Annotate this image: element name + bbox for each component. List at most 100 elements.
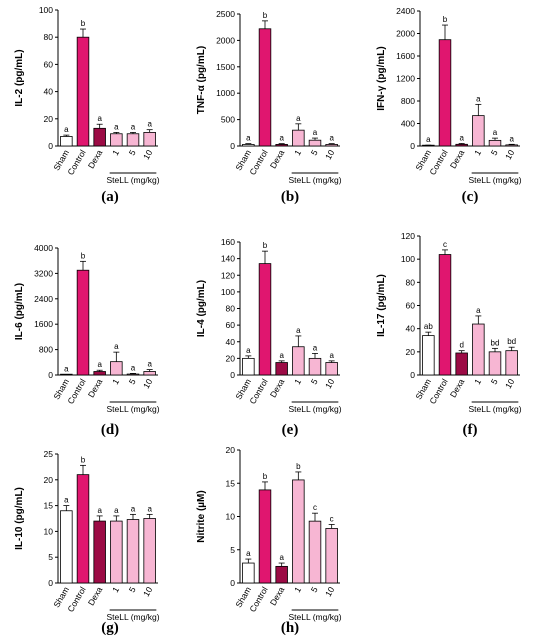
significance-letter: d xyxy=(459,341,463,350)
category-label: 10 xyxy=(323,377,337,390)
bar-2 xyxy=(258,263,272,376)
panel-label: (a) xyxy=(101,189,119,205)
group-label: SteLL (mg/kg) xyxy=(106,404,159,414)
significance-letter: a xyxy=(509,134,514,143)
significance-letter: a xyxy=(64,125,69,134)
significance-letter: c xyxy=(330,514,334,523)
y-tick-label: 1600 xyxy=(34,319,53,329)
category-label: 10 xyxy=(503,148,517,161)
significance-letter: bd xyxy=(491,338,500,347)
y-tick-label: 20 xyxy=(44,475,54,485)
y-tick-label: 2000 xyxy=(396,29,415,39)
bar-3 xyxy=(275,144,288,147)
category-label: Dexa xyxy=(268,148,287,170)
bar-6 xyxy=(325,144,338,147)
significance-letter: a xyxy=(97,114,102,123)
category-label: Dexa xyxy=(86,148,105,170)
y-tick-label: 4000 xyxy=(34,243,53,253)
significance-letter: c xyxy=(443,240,447,249)
bar-5 xyxy=(488,351,502,376)
y-tick-label: 120 xyxy=(221,270,235,280)
significance-letter: a xyxy=(296,326,301,335)
significance-letter: a xyxy=(114,122,119,131)
y-tick-label: 15 xyxy=(226,478,236,488)
y-tick-label: 80 xyxy=(406,277,416,287)
bar-2 xyxy=(438,254,452,376)
category-label: 5 xyxy=(127,148,138,157)
y-tick-label: 3200 xyxy=(34,268,53,278)
category-label: 1 xyxy=(292,377,303,386)
y-axis-label: IL-4 (pg/mL) xyxy=(196,280,207,337)
bar-1 xyxy=(242,562,255,584)
significance-letter: a xyxy=(476,306,481,315)
bar-5 xyxy=(308,520,322,584)
significance-letter: a xyxy=(279,134,284,143)
y-tick-label: 120 xyxy=(401,231,415,241)
significance-letter: a xyxy=(279,553,284,562)
group-label: SteLL (mg/kg) xyxy=(468,175,521,185)
panel-label: (b) xyxy=(281,189,299,205)
category-label: 1 xyxy=(110,377,121,386)
bar-4 xyxy=(472,115,485,147)
significance-letter: a xyxy=(329,134,334,143)
significance-letter: b xyxy=(81,19,86,28)
significance-letter: a xyxy=(279,351,284,360)
category-label: 5 xyxy=(309,148,320,157)
bar-2 xyxy=(76,36,90,147)
bar-3 xyxy=(93,371,106,376)
y-tick-label: 1600 xyxy=(396,51,415,61)
significance-letter: b xyxy=(81,455,86,464)
category-label: 5 xyxy=(489,148,500,157)
significance-letter: a xyxy=(329,351,334,360)
panel-label: (e) xyxy=(282,422,299,438)
y-tick-label: 0 xyxy=(410,141,415,151)
significance-letter: a xyxy=(97,506,102,515)
y-tick-label: 80 xyxy=(44,32,54,42)
group-label: SteLL (mg/kg) xyxy=(106,175,159,185)
significance-letter: b xyxy=(81,251,86,260)
y-tick-label: 5 xyxy=(48,552,53,562)
y-tick-label: 400 xyxy=(401,119,415,129)
y-tick-label: 0 xyxy=(48,141,53,151)
category-label: 10 xyxy=(323,585,337,598)
bar-4 xyxy=(110,133,123,147)
group-label: SteLL (mg/kg) xyxy=(288,404,341,414)
group-label: SteLL (mg/kg) xyxy=(288,175,341,185)
bar-6 xyxy=(143,131,156,147)
significance-letter: a xyxy=(147,360,152,369)
bar-6 xyxy=(143,371,156,376)
significance-letter: a xyxy=(476,94,481,103)
panel-label: (d) xyxy=(101,422,119,438)
bar-6 xyxy=(505,144,518,147)
y-tick-label: 10 xyxy=(226,512,236,522)
category-label: 5 xyxy=(127,585,138,594)
bar-4 xyxy=(292,129,305,147)
bar-3 xyxy=(455,143,468,147)
y-tick-label: 60 xyxy=(406,301,416,311)
category-label: 5 xyxy=(309,377,320,386)
bar-4 xyxy=(472,323,485,376)
category-label: 10 xyxy=(503,377,517,390)
category-label: 10 xyxy=(141,377,155,390)
group-label: SteLL (mg/kg) xyxy=(468,404,521,414)
y-tick-label: 40 xyxy=(226,337,236,347)
y-tick-label: 2000 xyxy=(216,35,235,45)
category-label: 10 xyxy=(323,148,337,161)
bar-2 xyxy=(258,489,272,584)
y-axis-label: IL-2 (pg/mL) xyxy=(14,49,25,106)
y-tick-label: 20 xyxy=(226,445,236,455)
significance-letter: c xyxy=(313,503,317,512)
category-label: 1 xyxy=(472,377,483,386)
significance-letter: a xyxy=(459,133,464,142)
bar-3 xyxy=(275,362,288,376)
y-tick-label: 1500 xyxy=(216,62,235,72)
bar-2 xyxy=(258,28,272,147)
y-tick-label: 5 xyxy=(230,545,235,555)
significance-letter: b xyxy=(296,462,301,471)
significance-letter: a xyxy=(313,128,318,137)
